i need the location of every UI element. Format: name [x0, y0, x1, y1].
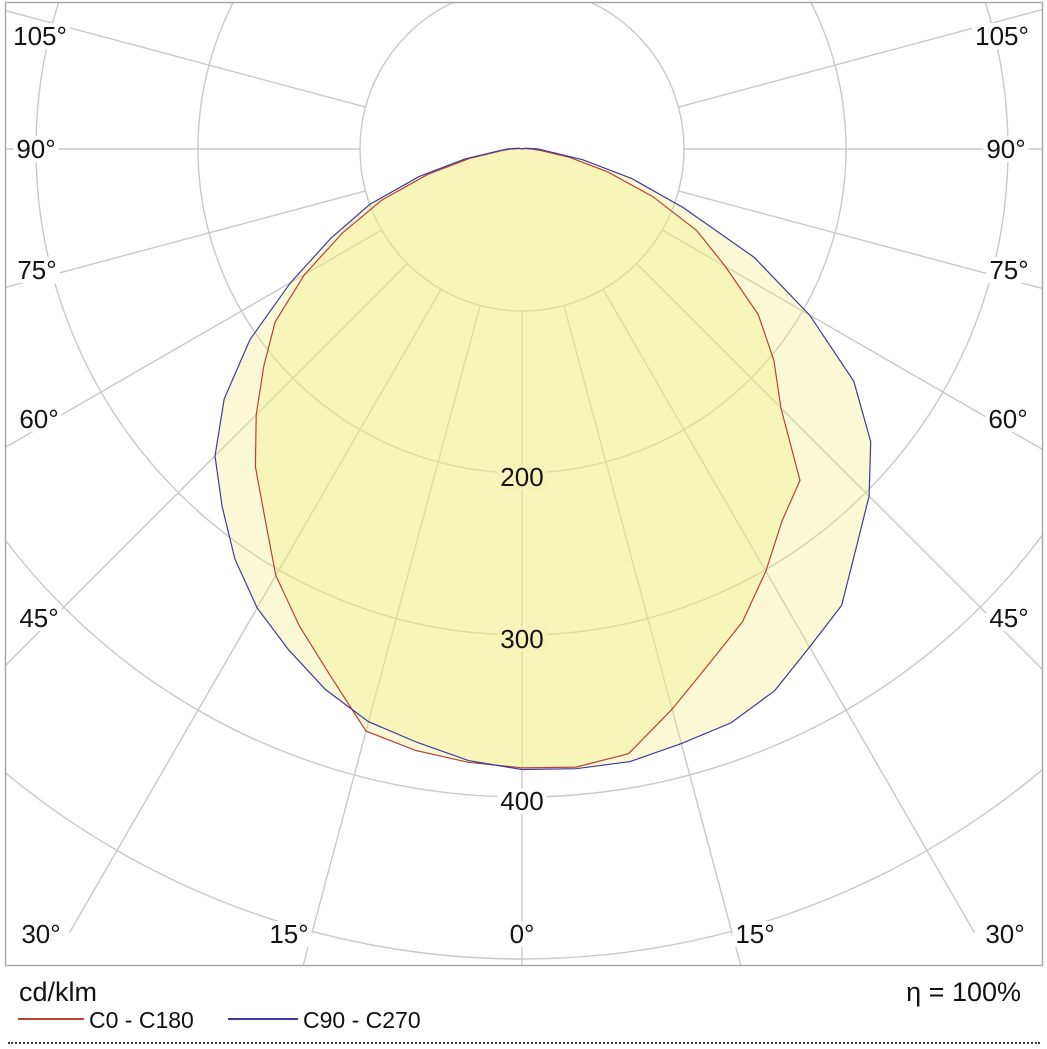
grid-spoke	[302, 305, 481, 965]
angle-label-left-45-bg	[16, 605, 62, 632]
angle-label-left-60: 60°	[19, 404, 58, 434]
intensity-curve-c90-c270	[214, 147, 872, 771]
angle-label-right-75: 75°	[989, 255, 1028, 285]
angle-label-left-90: 90°	[16, 134, 55, 164]
grid-spoke	[563, 305, 742, 965]
angle-label-right-90: 90°	[986, 134, 1025, 164]
efficiency-label: η = 100%	[906, 977, 1021, 1007]
grid-spoke	[6, 263, 408, 666]
angle-label-right-105: 105°	[975, 21, 1029, 51]
angle-label-left-30: 30°	[21, 919, 60, 949]
intensity-fills	[215, 148, 871, 770]
intensity-fill-1	[215, 148, 871, 770]
angle-label-right-30: 30°	[985, 919, 1024, 949]
angle-label-right-30-bg	[982, 921, 1028, 948]
grid-spoke	[68, 288, 442, 934]
angle-label-left-45: 45°	[19, 603, 58, 633]
radial-label-400: 400	[500, 786, 543, 816]
angle-label-left-90-bg	[13, 136, 59, 163]
legend-line-c90-c270	[228, 1018, 298, 1020]
legend-label-c90-c270: C90 - C270	[303, 1007, 421, 1033]
angle-label-right-60: 60°	[988, 404, 1027, 434]
angle-label-right-75-bg	[986, 257, 1032, 284]
angle-label-left-75: 75°	[17, 255, 56, 285]
radial-label-400-bg	[497, 788, 547, 815]
legend-label-c0-c180: C0 - C180	[89, 1007, 194, 1033]
angle-label-left-105-bg	[10, 23, 70, 50]
angle-label-right-45-bg	[986, 605, 1032, 632]
angle-label-left-15: 15°	[269, 919, 308, 949]
angle-label-right-60-bg	[985, 406, 1031, 433]
grid-spoke	[678, 8, 1042, 108]
legend-line-c0-c180	[18, 1018, 84, 1020]
bottom-divider	[8, 1042, 1040, 1044]
angle-label-right-105-bg	[972, 23, 1032, 50]
grid-spoke	[661, 229, 1042, 451]
radial-label-300: 300	[500, 624, 543, 654]
angle-label-left-30-bg	[18, 921, 64, 948]
plot-border	[4, 1, 1044, 967]
angle-label-right-15: 15°	[735, 919, 774, 949]
intensity-curve-c0-c180	[254, 147, 801, 769]
radial-label-200: 200	[500, 462, 543, 492]
intensity-fill-0	[255, 148, 800, 768]
angle-label-left-105: 105°	[13, 21, 67, 51]
axis-labels: 0° 15° 15° 30° 30° 45° 45° 60° 60° 75° 75° 90° 90° 10…	[10, 21, 1032, 949]
angle-label-left-75-bg	[14, 257, 60, 284]
angle-label-right-45: 45°	[989, 603, 1028, 633]
grid-spoke	[6, 190, 366, 288]
radial-label-200-bg	[497, 464, 547, 491]
angle-label-left-15-bg	[266, 921, 312, 948]
grid-spoke	[602, 288, 976, 934]
radial-label-300-bg	[497, 626, 547, 653]
grid-spoke	[678, 190, 1042, 290]
grid-spoke	[636, 263, 1042, 670]
intensity-curves	[214, 147, 872, 771]
angle-label-left-60-bg	[16, 406, 62, 433]
angle-label-right-90-bg	[983, 136, 1029, 163]
grid-spoke	[6, 10, 366, 108]
angle-label-right-15-bg	[732, 921, 778, 948]
angle-label-0: 0°	[510, 919, 535, 949]
unit-label: cd/klm	[19, 977, 98, 1007]
angle-label-0-bg	[506, 921, 538, 948]
